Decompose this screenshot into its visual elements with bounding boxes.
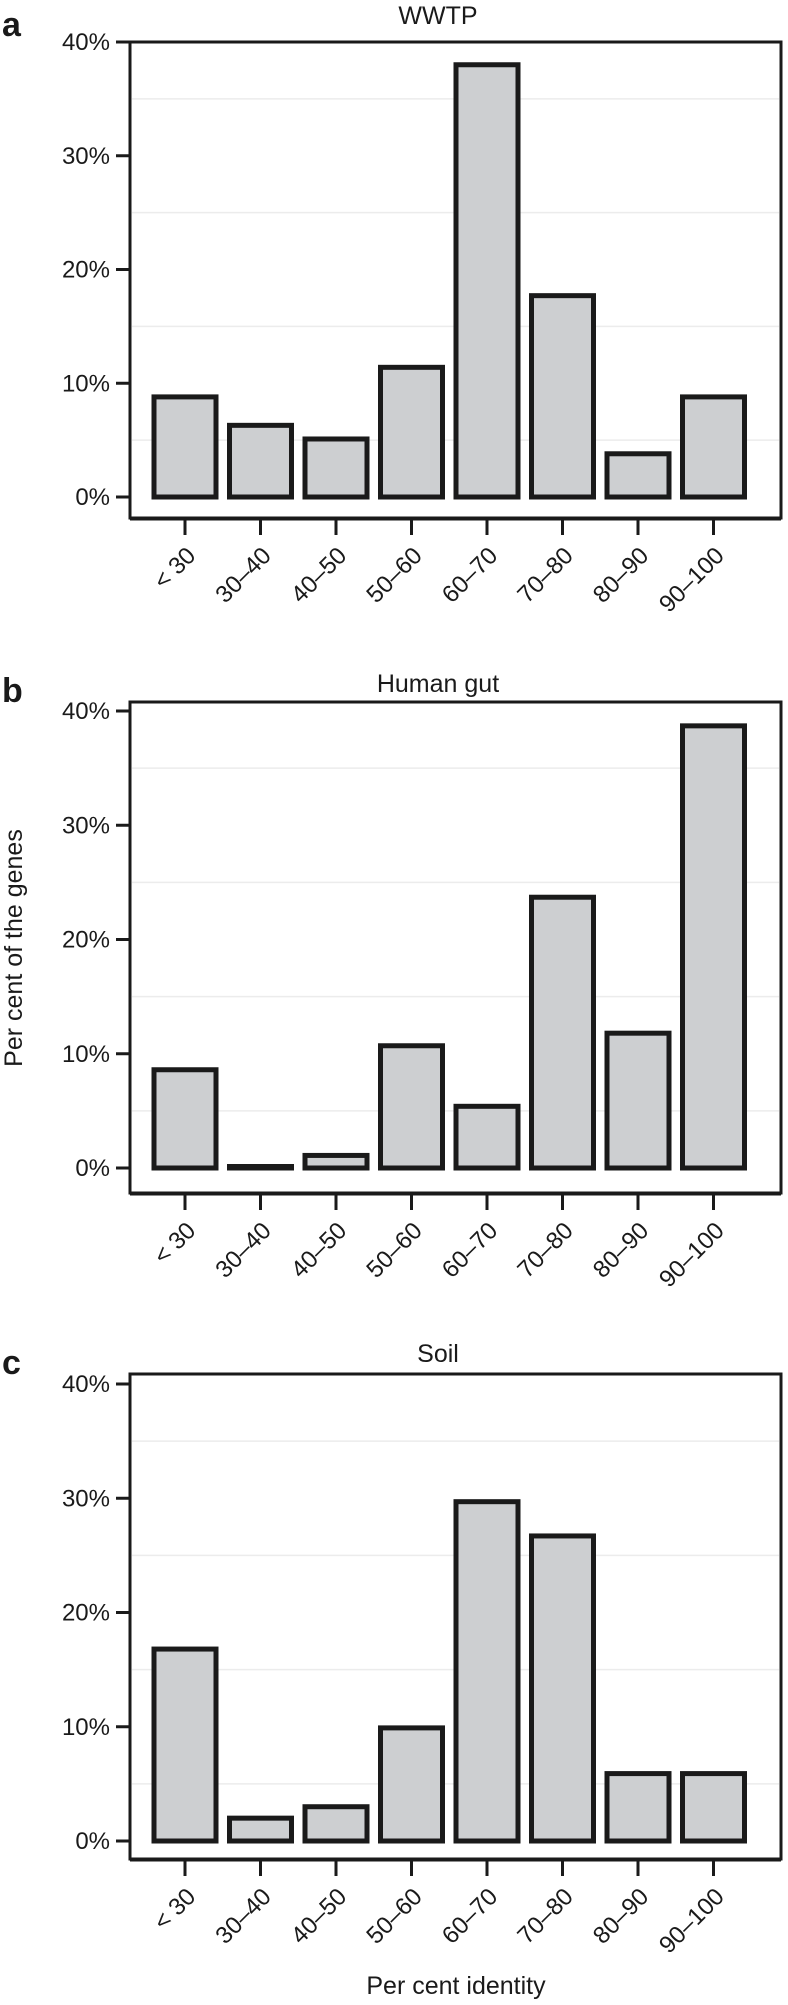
panel-c-letter: c [2,1344,21,1382]
panel-c-xtick-label: 70–80 [512,1883,578,1949]
panel-b-bar-5 [529,894,596,1171]
panel-c-bar-0 [151,1646,219,1844]
panel-c-ytick-label: 20% [62,1600,110,1627]
panel-b-ytick-label: 30% [62,812,110,839]
panel-c-bar-5 [529,1533,596,1844]
panel-a-bar-7 [680,394,747,500]
panel-a-letter: a [2,6,22,44]
panel-a-xtick-label: 40–50 [286,542,352,608]
panel-c-xtick-label: 40–50 [286,1883,352,1949]
panel-c: c Soil Per cent identity 0% 10% 20% 30% 40% <… [2,1340,783,2000]
panel-c-ytick-label: 30% [62,1485,110,1512]
panel-c-xtick-label: 60–70 [437,1883,503,1949]
panel-a-xtick-label: 50–60 [361,542,427,608]
panel-c-bar-2 [302,1804,370,1844]
panel-a-xtick-label: 70–80 [512,542,578,608]
panel-b-xtick-label: 90–100 [654,1217,730,1293]
panel-c-xtick-label: 90–100 [654,1883,730,1959]
panel-b-ytick-label: 20% [62,927,110,954]
panel-a-plot: 0% 10% 20% 30% 40% < 30 30–40 40–50 50–60 60–70 70… [62,29,781,618]
panel-b-bar-6 [604,1030,672,1171]
panel-c-xtick-label: < 30 [149,1883,202,1936]
panel-c-bar-7 [680,1771,747,1844]
panel-a-bar-1 [227,422,294,500]
panel-b-plot: 0% 10% 20% 30% 40% < 30 30–40 40–50 50–60 60–70 70… [62,698,781,1293]
panel-c-bar-6 [604,1771,672,1844]
panel-b-xtick-label: 60–70 [437,1217,503,1283]
panel-b-xtick-label: < 30 [149,1217,202,1270]
panel-a: a WWTP 0% 10% 20% 30% 40% < 30 30–40 40–50 50–60… [2,2,783,618]
panel-b-ytick-label: 40% [62,698,110,725]
panel-b-xtick-label: 80–90 [588,1217,654,1283]
panel-b-bar-1 [227,1164,294,1171]
panel-b-title: Human gut [377,670,499,698]
panel-b-ytick-label: 0% [75,1155,110,1182]
panel-b-bar-2 [302,1152,370,1171]
panel-a-ytick-label: 40% [62,29,110,56]
panel-b-bar-3 [378,1043,445,1171]
panel-c-xlabel: Per cent identity [366,1972,546,2000]
panel-c-xtick-label: 50–60 [361,1883,427,1949]
panel-c-xtick-label: 80–90 [588,1883,654,1949]
panel-a-bar-4 [453,62,521,500]
panel-c-bar-1 [227,1815,294,1844]
panel-a-bar-5 [529,293,596,500]
panel-a-xtick-label: 80–90 [588,542,654,608]
panel-c-ytick-label: 10% [62,1714,110,1741]
panel-a-bar-6 [604,451,672,500]
panel-c-bar-3 [378,1725,445,1844]
panel-a-ytick-label: 30% [62,143,110,170]
panel-a-xtick-label: 90–100 [654,542,730,618]
panel-b-xtick-label: 30–40 [210,1217,276,1283]
panel-c-xtick-label: 30–40 [210,1883,276,1949]
panel-c-title: Soil [417,1340,459,1368]
panel-c-plot: 0% 10% 20% 30% 40% < 30 30–40 40–50 50–60 60–70 70… [62,1371,781,1959]
panel-a-bar-2 [302,436,370,500]
panel-a-bar-3 [378,364,445,500]
panel-b-ytick-label: 10% [62,1041,110,1068]
panel-a-ytick-label: 10% [62,370,110,397]
panel-b-xtick-label: 40–50 [286,1217,352,1283]
panel-c-bar-4 [453,1499,521,1844]
panel-b-xtick-label: 50–60 [361,1217,427,1283]
panel-a-title: WWTP [398,2,477,30]
panel-a-xtick-label: 30–40 [210,542,276,608]
panel-b-bar-7 [680,723,747,1171]
panel-b-ylabel: Per cent of the genes [0,829,28,1067]
panel-c-ytick-label: 40% [62,1371,110,1398]
panel-b-letter: b [2,672,23,710]
panel-a-bar-0 [151,394,219,500]
panel-a-xtick-label: < 30 [149,542,202,595]
panel-a-ytick-label: 20% [62,257,110,284]
panel-b: b Human gut Per cent of the genes 0% 10% 2… [0,670,783,1293]
panel-a-xtick-label: 60–70 [437,542,503,608]
panel-b-bar-0 [151,1067,219,1171]
panel-b-xtick-label: 70–80 [512,1217,578,1283]
panel-b-bar-4 [453,1103,521,1171]
panel-a-ytick-label: 0% [75,484,110,511]
panel-c-ytick-label: 0% [75,1828,110,1855]
